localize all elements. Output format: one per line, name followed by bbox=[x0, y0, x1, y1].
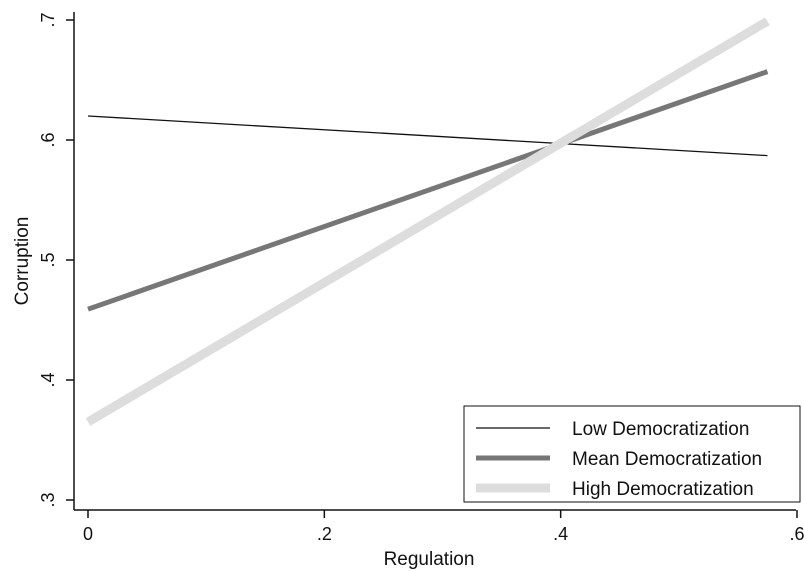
series-line-3 bbox=[85, 17, 770, 426]
legend-label-3: High Democratization bbox=[572, 479, 754, 500]
x-axis-title: Regulation bbox=[384, 549, 475, 570]
y-axis-title: Corruption bbox=[12, 217, 33, 306]
legend-label-2: Mean Democratization bbox=[572, 449, 762, 470]
y-tick-label: .5 bbox=[38, 252, 58, 267]
x-tick-label: .2 bbox=[317, 524, 332, 544]
series-lines bbox=[85, 17, 770, 426]
legend-label-1: Low Democratization bbox=[572, 419, 749, 440]
x-tick-label: .4 bbox=[553, 524, 568, 544]
x-tick-label: .6 bbox=[789, 524, 804, 544]
y-ticks: .3 .4 .5 .6 .7 bbox=[38, 12, 74, 508]
axes: 0 .2 .4 .6 .3 .4 .5 .6 .7 bbox=[38, 12, 804, 544]
y-tick-label: .3 bbox=[38, 492, 58, 507]
legend: Low Democratization Mean Democratization H… bbox=[463, 405, 801, 503]
x-ticks: 0 .2 .4 .6 bbox=[83, 510, 804, 544]
y-tick-label: .6 bbox=[38, 132, 58, 147]
series-line-1 bbox=[87, 115, 768, 157]
x-tick-label: 0 bbox=[83, 524, 93, 544]
y-tick-label: .4 bbox=[38, 372, 58, 387]
y-tick-label: .7 bbox=[38, 12, 58, 27]
series-line-2 bbox=[87, 69, 769, 312]
